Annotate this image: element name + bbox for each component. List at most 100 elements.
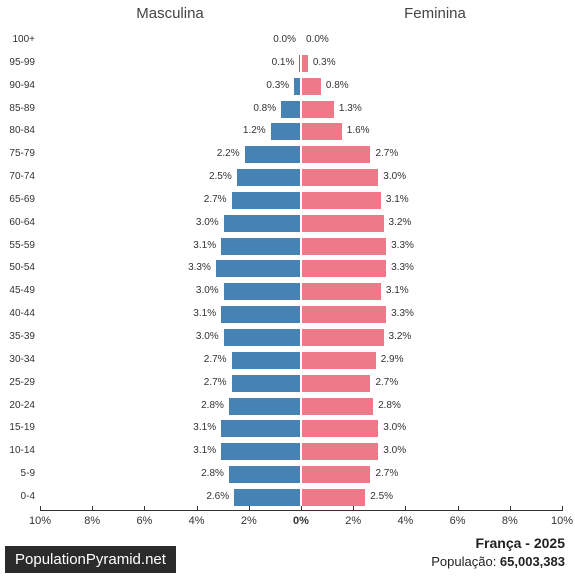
source-badge: PopulationPyramid.net: [5, 546, 176, 573]
pyramid-row: 80-841.2%1.6%: [40, 120, 562, 143]
pyramid-row: 100+0.0%0.0%: [40, 29, 562, 52]
male-pct-label: 3.1%: [193, 308, 216, 319]
male-pct-label: 2.6%: [206, 491, 229, 502]
pyramid-row: 45-493.0%3.1%: [40, 280, 562, 303]
age-label: 55-59: [0, 240, 35, 251]
female-pct-label: 2.9%: [381, 354, 404, 365]
pyramid-row: 35-393.0%3.2%: [40, 326, 562, 349]
male-pct-label: 3.1%: [193, 240, 216, 251]
age-label: 25-29: [0, 377, 35, 388]
female-pct-label: 0.0%: [306, 34, 329, 45]
male-pct-label: 3.1%: [193, 422, 216, 433]
male-bar: [223, 214, 301, 233]
age-label: 95-99: [0, 57, 35, 68]
x-tick: [301, 506, 302, 511]
x-tick: [144, 506, 145, 511]
age-label: 10-14: [0, 445, 35, 456]
x-tick: [197, 506, 198, 511]
female-pct-label: 3.2%: [389, 331, 412, 342]
population-label: População: 65,003,383: [431, 554, 565, 569]
male-header: Masculina: [40, 5, 300, 22]
female-pct-label: 2.7%: [375, 468, 398, 479]
x-tick-label: 0%: [293, 515, 309, 527]
female-bar: [301, 77, 322, 96]
female-bar: [301, 100, 335, 119]
female-bar: [301, 214, 385, 233]
male-pct-label: 2.7%: [204, 354, 227, 365]
female-bar: [301, 351, 377, 370]
female-bar: [301, 305, 387, 324]
population-prefix: População:: [431, 554, 500, 569]
pyramid-row: 50-543.3%3.3%: [40, 257, 562, 280]
female-bar: [301, 465, 371, 484]
male-bar: [244, 145, 301, 164]
female-bar: [301, 168, 379, 187]
male-pct-label: 3.0%: [196, 285, 219, 296]
female-pct-label: 3.0%: [383, 445, 406, 456]
female-pct-label: 2.5%: [370, 491, 393, 502]
female-bar: [301, 145, 371, 164]
male-pct-label: 0.1%: [272, 57, 295, 68]
male-pct-label: 2.7%: [204, 194, 227, 205]
age-label: 75-79: [0, 148, 35, 159]
pyramid-row: 85-890.8%1.3%: [40, 98, 562, 121]
female-bar: [301, 191, 382, 210]
male-bar: [228, 397, 301, 416]
male-pct-label: 2.8%: [201, 468, 224, 479]
age-label: 80-84: [0, 125, 35, 136]
pyramid-row: 40-443.1%3.3%: [40, 303, 562, 326]
age-label: 65-69: [0, 194, 35, 205]
male-bar: [228, 465, 301, 484]
pyramid-row: 25-292.7%2.7%: [40, 372, 562, 395]
age-label: 30-34: [0, 354, 35, 365]
pyramid-body: 100+0.0%0.0%95-990.1%0.3%90-940.3%0.8%85…: [40, 29, 562, 509]
age-label: 45-49: [0, 285, 35, 296]
male-pct-label: 3.0%: [196, 217, 219, 228]
age-label: 90-94: [0, 80, 35, 91]
male-bar: [223, 328, 301, 347]
female-bar: [301, 442, 379, 461]
female-pct-label: 3.0%: [383, 422, 406, 433]
male-bar: [220, 237, 301, 256]
female-bar: [301, 328, 385, 347]
pyramid-row: 55-593.1%3.3%: [40, 235, 562, 258]
pyramid-row: 10-143.1%3.0%: [40, 440, 562, 463]
male-bar: [223, 282, 301, 301]
female-pct-label: 3.1%: [386, 194, 409, 205]
x-tick-label: 8%: [502, 515, 518, 527]
male-pct-label: 2.2%: [217, 148, 240, 159]
x-tick-label: 6%: [136, 515, 152, 527]
male-bar: [220, 419, 301, 438]
x-tick: [562, 506, 563, 511]
x-tick: [353, 506, 354, 511]
female-bar: [301, 282, 382, 301]
age-label: 20-24: [0, 400, 35, 411]
male-bar: [231, 191, 301, 210]
country-year-label: França - 2025: [476, 535, 566, 551]
female-pct-label: 1.6%: [347, 125, 370, 136]
female-bar: [301, 54, 309, 73]
female-pct-label: 2.8%: [378, 400, 401, 411]
x-tick: [40, 506, 41, 511]
female-pct-label: 2.7%: [375, 148, 398, 159]
male-pct-label: 2.5%: [209, 171, 232, 182]
female-pct-label: 3.3%: [391, 262, 414, 273]
x-tick-label: 8%: [84, 515, 100, 527]
x-tick: [92, 506, 93, 511]
male-pct-label: 2.7%: [204, 377, 227, 388]
age-label: 85-89: [0, 103, 35, 114]
female-bar: [301, 397, 374, 416]
male-pct-label: 0.3%: [266, 80, 289, 91]
male-pct-label: 3.0%: [196, 331, 219, 342]
male-pct-label: 0.0%: [273, 34, 296, 45]
male-pct-label: 1.2%: [243, 125, 266, 136]
pyramid-row: 30-342.7%2.9%: [40, 349, 562, 372]
age-label: 15-19: [0, 422, 35, 433]
pyramid-chart: Masculina Feminina 100+0.0%0.0%95-990.1%…: [40, 5, 565, 510]
age-label: 0-4: [0, 491, 35, 502]
female-bar: [301, 122, 343, 141]
pyramid-row: 70-742.5%3.0%: [40, 166, 562, 189]
female-bar: [301, 31, 303, 50]
female-pct-label: 1.3%: [339, 103, 362, 114]
pyramid-row: 65-692.7%3.1%: [40, 189, 562, 212]
